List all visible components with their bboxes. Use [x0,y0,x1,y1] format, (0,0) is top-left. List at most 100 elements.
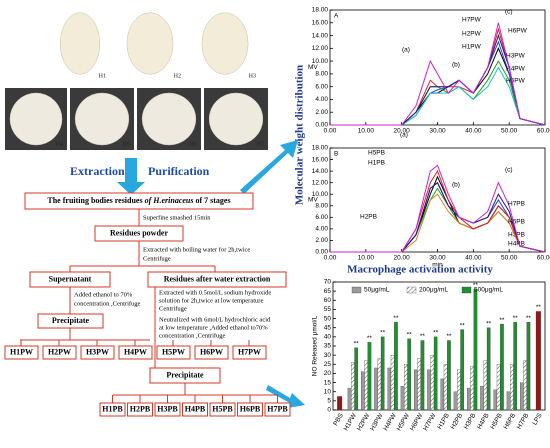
y-tick-label: 6.00 [315,214,328,221]
x-tick-label: 30.00 [429,255,446,262]
x-tick-label: 30.00 [429,128,446,135]
pw-1: H2PW [48,347,71,356]
y-tick-label: 2.00 [315,109,328,116]
mushroom [201,12,249,75]
significance: ** [433,330,439,337]
bar [447,340,451,411]
x-tick-label: H2PB [450,412,465,430]
significance: ** [407,331,413,338]
x-tick-label: 60.00 [537,128,550,135]
step4-line: Extracted with 0.5mol/L sodium hydroxide [159,289,271,296]
y-tick-label: 25 [324,361,332,368]
panel-label: A [334,13,339,20]
pw-0-box [4,345,39,360]
pw-3: H4PW [124,347,147,356]
step3-line: Added ethanol to 70% [74,291,133,298]
y-tick-label: 14.00 [312,32,329,39]
y-tick-label: 18.00 [312,7,329,14]
start-part: The fruiting bodies residues [47,196,144,205]
bar [347,387,352,411]
down-arrow [117,158,145,195]
y-tick-label: 14.00 [312,168,329,175]
pw-0: H1PW [10,347,33,356]
x-tick-label: 0.00 [324,255,337,262]
bar [427,369,431,411]
y-tick-label: 30 [324,352,332,359]
y-axis-label: MV [308,197,318,204]
series-label: H2PW [462,31,482,38]
bar [390,354,395,411]
mushroom [126,12,174,75]
pb-5-box [237,402,263,417]
step5-line: concentration ,Centrifuge [159,332,226,339]
series-label: H4PB [508,241,525,248]
series-label: H5PW [506,78,526,85]
bar [400,386,405,411]
control-bar [337,396,343,410]
arrow-to-mw [240,140,298,194]
pw-2-box [80,345,115,360]
pb-0-box [99,402,126,417]
panel-label: B [334,151,338,158]
mushroom [141,92,197,146]
series-label: H4PW [506,66,526,73]
legend-swatch [406,286,417,294]
peak-annotation: (a) [402,47,410,54]
peak-annotation: (b) [452,62,460,69]
series-label: H6PB [508,219,525,226]
bar [364,360,368,411]
significance: ** [536,304,542,311]
y-tick-label: 35 [324,343,332,350]
y-tick-label: 16.00 [312,156,329,163]
x-tick-label: H7PW [422,412,438,433]
legend-label: 200μg/mL [419,287,448,294]
pb-1: H2PB [130,404,151,413]
series-label: H6PW [508,28,528,35]
y-tick-label: 45 [324,324,332,331]
significance: ** [354,341,360,348]
y-axis-label: MV [308,64,318,71]
x-tick-label: H6PB [503,412,518,430]
y-tick-label: 65 [324,288,332,295]
y-tick-label: 15 [324,379,332,386]
series-line [330,66,546,126]
bar [493,389,498,411]
supernatant: Supernatant [49,274,92,283]
step4-line: Centrifuge [159,305,187,312]
residues-after-box [147,271,287,288]
significance: ** [526,315,532,322]
pb-6-box [264,402,291,417]
series-label: H5PB [368,150,385,157]
bar [480,386,484,411]
y-tick-label: 18.00 [312,145,329,152]
mushroom [59,12,101,75]
extraction-label: Extraction [70,164,125,178]
significance: ** [380,330,386,337]
bar [510,364,514,411]
x-tick-label: 50.00 [501,128,518,135]
y-tick-label: 5 [327,398,331,405]
photo-label: H5 [123,141,130,147]
bar [367,342,372,411]
bar [473,289,478,411]
x-tick-label: 60.00 [537,255,550,262]
y-axis-label: NO Released μmol/L [312,315,319,376]
mushroom [9,92,63,146]
pb-4-box [209,402,236,417]
x-tick-label: H5PB [489,412,504,430]
bar [407,338,411,411]
x-tick-label: H3PB [463,412,478,430]
photo-label: H6 [190,141,197,147]
bar [443,364,448,411]
pw-3-box [118,345,153,360]
control-bar [535,311,541,410]
bar [417,358,421,411]
series-label: H1PB [368,160,385,167]
peak-annotation: (b) [452,182,460,189]
legend-label: 500μg/mL [474,287,503,294]
significance: ** [446,333,452,340]
significance: ** [513,315,519,322]
y-tick-label: 2.00 [315,237,328,244]
y-tick-label: 16.00 [312,19,329,26]
